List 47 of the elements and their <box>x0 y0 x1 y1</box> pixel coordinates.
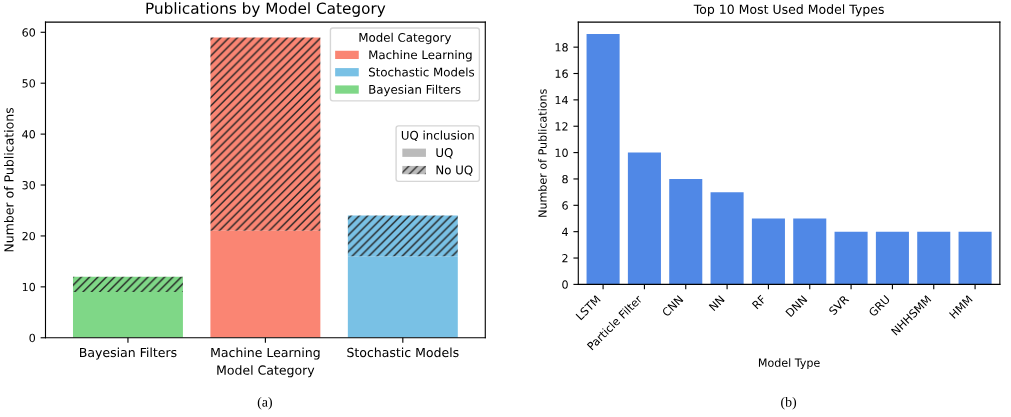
y-tick-label: 12 <box>555 122 568 131</box>
x-tick-label: Stochastic Models <box>347 347 459 358</box>
annotation: UQ inclusion <box>401 130 474 142</box>
x-tick-label: RF <box>751 294 767 310</box>
y-tick-label: 20 <box>22 231 36 241</box>
bar <box>586 33 620 285</box>
y-tick-label: 30 <box>22 181 36 190</box>
y-tick-label: 50 <box>22 79 36 88</box>
y-tick-label: 0 <box>562 280 568 289</box>
x-tick-label: Bayesian Filters <box>80 347 177 360</box>
y-tick-label: 40 <box>22 130 36 139</box>
y-tick-label: 60 <box>22 28 36 37</box>
y-tick-label: 16 <box>555 69 568 78</box>
annotation: UQ <box>436 148 453 159</box>
bar <box>669 178 703 285</box>
y-tick-label: 18 <box>555 43 568 52</box>
x-tick-label: NN <box>708 295 725 312</box>
annotation: No UQ <box>436 165 473 176</box>
y-axis-title: Number of Publications <box>3 107 14 252</box>
y-tick-label: 8 <box>562 174 568 184</box>
bar <box>958 231 992 285</box>
chart-title: Publications by Model Category <box>146 2 386 17</box>
bar <box>875 231 909 285</box>
bar <box>917 231 951 285</box>
y-tick-label: 0 <box>29 333 36 343</box>
bar <box>751 218 785 285</box>
y-tick-label: 10 <box>22 282 36 292</box>
y-axis-title: Number of Publications <box>538 89 547 217</box>
legend-label: Machine Learning <box>369 50 472 62</box>
bar <box>710 192 744 285</box>
y-tick-label: 4 <box>562 227 568 236</box>
bar <box>793 218 827 285</box>
text: (a) <box>257 396 272 410</box>
x-axis-title: Model Type <box>758 358 820 370</box>
x-tick-label: Machine Learning <box>211 347 320 360</box>
y-tick-label: 10 <box>555 148 568 157</box>
chart-title: Top 10 Most Used Model Types <box>693 4 884 17</box>
x-axis-title: Model Category <box>217 365 315 378</box>
text: (b) <box>781 396 797 410</box>
legend-label: Bayesian Filters <box>369 84 461 97</box>
y-tick-label: 2 <box>562 254 568 263</box>
legend-label: Stochastic Models <box>368 67 475 77</box>
bar <box>627 152 661 285</box>
y-tick-label: 6 <box>562 201 568 210</box>
bar <box>834 231 868 285</box>
legend-title: Model Category <box>359 32 452 45</box>
y-tick-label: 14 <box>555 95 568 105</box>
